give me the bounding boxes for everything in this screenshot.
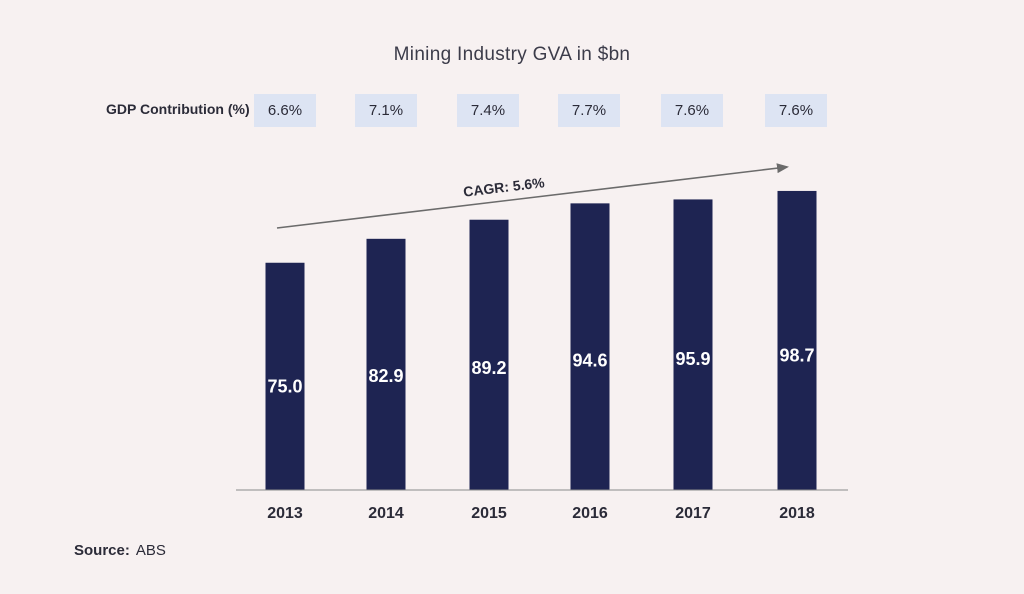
gdp-value-2014: 7.1% xyxy=(355,94,417,127)
gdp-value-2013: 6.6% xyxy=(254,94,316,127)
bar-value-label-2018: 98.7 xyxy=(779,345,814,365)
x-tick-label-2017: 2017 xyxy=(675,505,711,522)
bar-2018 xyxy=(777,190,817,490)
gdp-value-2016: 7.7% xyxy=(558,94,620,127)
bar-2015 xyxy=(469,219,509,490)
gdp-contribution-label: GDP Contribution (%) xyxy=(106,101,250,117)
gdp-value-2015: 7.4% xyxy=(457,94,519,127)
bar-2016 xyxy=(570,203,610,490)
cagr-label: CAGR: 5.6% xyxy=(462,174,546,200)
bar-value-label-2016: 94.6 xyxy=(572,351,607,371)
source-note: Source: ABS xyxy=(74,542,166,559)
bar-2017 xyxy=(673,199,713,490)
x-tick-label-2016: 2016 xyxy=(572,505,608,522)
x-tick-label-2014: 2014 xyxy=(368,505,404,522)
x-tick-label-2013: 2013 xyxy=(267,505,303,522)
x-tick-label-2015: 2015 xyxy=(471,505,507,522)
bar-value-label-2013: 75.0 xyxy=(267,376,302,396)
source-label: Source: xyxy=(74,542,130,559)
chart-title: Mining Industry GVA in $bn xyxy=(393,44,631,65)
bar-value-label-2015: 89.2 xyxy=(471,358,506,378)
x-tick-label-2018: 2018 xyxy=(779,505,815,522)
cagr-arrow xyxy=(276,163,789,229)
source-value: ABS xyxy=(135,542,166,559)
bar-2013 xyxy=(265,262,305,490)
bar-2014 xyxy=(366,238,406,490)
bar-value-label-2017: 95.9 xyxy=(675,349,710,369)
bar-value-label-2014: 82.9 xyxy=(368,366,403,386)
gdp-value-2017: 7.6% xyxy=(661,94,723,127)
gdp-value-2018: 7.6% xyxy=(765,94,827,127)
